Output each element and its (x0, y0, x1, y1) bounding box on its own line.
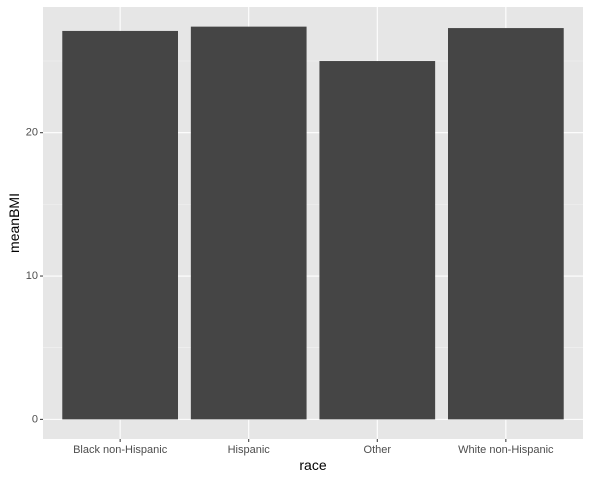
y-axis: 0 10 20 (26, 127, 43, 425)
bar-hispanic (190, 26, 307, 420)
x-tick-label: White non-Hispanic (458, 444, 554, 456)
x-tick-label: Black non-Hispanic (73, 444, 168, 456)
y-axis-title: meanBMI (6, 193, 22, 253)
bars (62, 26, 564, 420)
x-axis: Black non-Hispanic Hispanic Other White non… (73, 439, 554, 456)
x-axis-title: race (299, 457, 326, 473)
y-tick-label: 0 (32, 413, 38, 425)
bar-black-non-hispanic (62, 30, 178, 420)
x-tick-label: Other (364, 444, 392, 456)
y-tick-label: 10 (26, 270, 38, 282)
bar-white-non-hispanic (448, 28, 564, 420)
y-tick-label: 20 (26, 127, 38, 139)
x-tick-label: Hispanic (228, 444, 271, 456)
bar-other (319, 61, 436, 420)
